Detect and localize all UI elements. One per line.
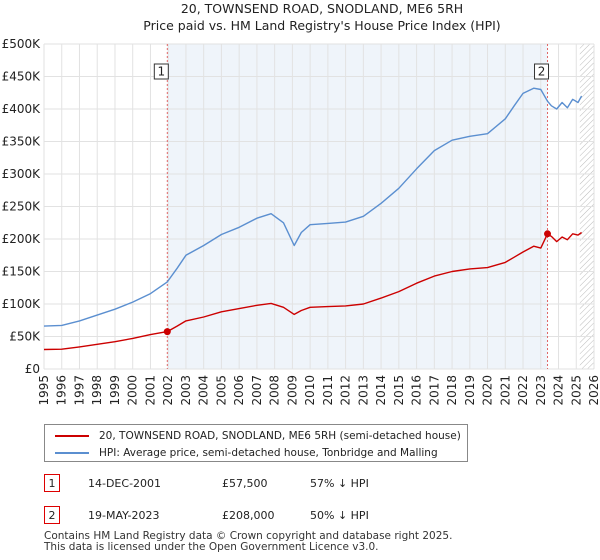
- chart-title-line1: 20, TOWNSEND ROAD, SNODLAND, ME6 5RH: [181, 1, 463, 16]
- chart-legend: 20, TOWNSEND ROAD, SNODLAND, ME6 5RH (se…: [44, 424, 468, 462]
- footer-attribution: Contains HM Land Registry data © Crown c…: [44, 531, 452, 553]
- sale-price: £208,000: [222, 509, 275, 522]
- x-tick-label: 2025: [569, 375, 583, 406]
- sale-price: £57,500: [222, 477, 268, 490]
- y-tick-label: £300K: [2, 167, 42, 181]
- chart-title-line2: Price paid vs. HM Land Registry's House …: [143, 18, 500, 33]
- sale-marker-label: 2: [538, 65, 546, 79]
- sale-number-badge: 2: [44, 506, 60, 524]
- x-tick-label: 2019: [463, 375, 477, 406]
- y-tick-label: £500K: [2, 37, 42, 51]
- x-tick-label: 2000: [126, 375, 140, 406]
- y-tick-label: £150K: [2, 265, 42, 279]
- legend-item-property: 20, TOWNSEND ROAD, SNODLAND, ME6 5RH (se…: [55, 427, 461, 445]
- y-tick-label: £450K: [2, 70, 42, 84]
- y-tick-label: £200K: [2, 232, 42, 246]
- x-tick-label: 2013: [356, 375, 370, 406]
- x-tick-label: 1998: [90, 375, 104, 406]
- x-tick-label: 1995: [37, 375, 51, 406]
- x-tick-label: 2016: [410, 375, 424, 406]
- x-tick-label: 2022: [516, 375, 530, 406]
- x-tick-label: 2003: [179, 375, 193, 406]
- x-tick-label: 2024: [552, 375, 566, 406]
- x-tick-label: 2010: [303, 375, 317, 406]
- x-tick-label: 2015: [392, 375, 406, 406]
- x-tick-label: 2018: [445, 375, 459, 406]
- x-tick-label: 2004: [197, 375, 211, 406]
- x-tick-label: 2011: [321, 375, 335, 406]
- y-tick-label: £100K: [2, 297, 42, 311]
- x-tick-label: 2006: [232, 375, 246, 406]
- x-tick-label: 2008: [268, 375, 282, 406]
- x-tick-label: 2023: [534, 375, 548, 406]
- y-tick-label: £350K: [2, 135, 42, 149]
- x-tick-label: 2026: [587, 375, 600, 406]
- x-tick-label: 2001: [143, 375, 157, 406]
- y-tick-label: £250K: [2, 200, 42, 214]
- legend-swatch-property: [55, 435, 89, 437]
- legend-label-property: 20, TOWNSEND ROAD, SNODLAND, ME6 5RH (se…: [99, 430, 461, 442]
- sale-hpi-diff: 50% ↓ HPI: [310, 509, 369, 522]
- footer-line2: This data is licensed under the Open Gov…: [44, 541, 379, 553]
- x-tick-label: 2017: [427, 375, 441, 406]
- legend-swatch-hpi: [55, 452, 89, 454]
- sale-point: [163, 328, 171, 336]
- footer-line1: Contains HM Land Registry data © Crown c…: [44, 530, 453, 542]
- sale-marker-label: 1: [157, 65, 165, 79]
- price-chart: 20, TOWNSEND ROAD, SNODLAND, ME6 5RH Pri…: [2, 1, 600, 406]
- y-tick-label: £400K: [2, 102, 42, 116]
- sale-marker-badge: [153, 63, 169, 80]
- x-tick-label: 1996: [55, 375, 69, 406]
- x-tick-label: 2014: [374, 375, 388, 406]
- x-tick-label: 2002: [161, 375, 175, 406]
- sale-date: 19-MAY-2023: [88, 509, 160, 522]
- x-tick-label: 2012: [339, 375, 353, 406]
- x-tick-label: 1997: [72, 375, 86, 406]
- sale-number-badge: 1: [44, 474, 60, 492]
- sale-point: [544, 230, 552, 238]
- y-tick-label: £50K: [9, 330, 41, 344]
- x-tick-label: 2009: [285, 375, 299, 406]
- x-tick-label: 2021: [498, 375, 512, 406]
- sale-hpi-diff: 57% ↓ HPI: [310, 477, 369, 490]
- y-tick-label: £0: [25, 362, 40, 376]
- x-tick-label: 1999: [108, 375, 122, 406]
- sale-row: 2 19-MAY-2023 £208,000 50% ↓ HPI: [44, 506, 444, 526]
- sale-marker-badge: [534, 63, 550, 80]
- hpi-line: [43, 87, 583, 327]
- x-tick-label: 2007: [250, 375, 264, 406]
- x-tick-label: 2005: [214, 375, 228, 406]
- x-tick-label: 2020: [481, 375, 495, 406]
- legend-label-hpi: HPI: Average price, semi-detached house,…: [99, 447, 438, 459]
- legend-item-hpi: HPI: Average price, semi-detached house,…: [55, 444, 438, 462]
- sale-date: 14-DEC-2001: [88, 477, 162, 490]
- sale-row: 1 14-DEC-2001 £57,500 57% ↓ HPI: [44, 474, 444, 494]
